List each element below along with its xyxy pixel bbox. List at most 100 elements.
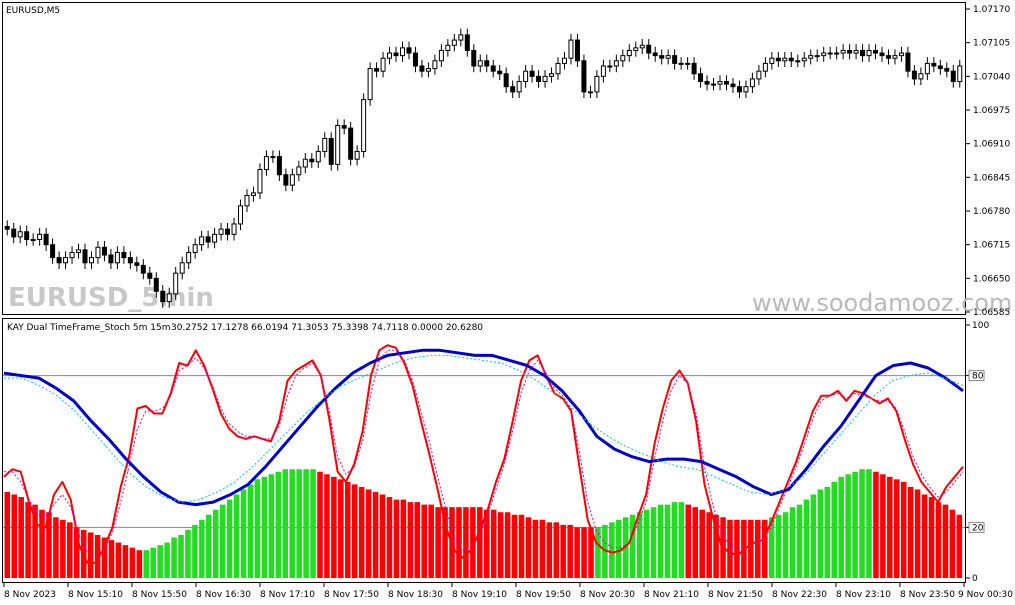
time-tick-label: 8 Nov 16:30 (196, 590, 251, 600)
histogram-bar (935, 502, 942, 578)
histogram-bar (240, 489, 247, 578)
candle-body (24, 231, 30, 240)
candle-body (11, 228, 17, 238)
stoch-line-4 (4, 349, 964, 559)
indicator-tick-label: 100 (972, 321, 989, 331)
histogram-bar (810, 494, 817, 578)
candle-body (717, 81, 723, 85)
candle-body (341, 125, 347, 129)
histogram-bar (372, 491, 379, 578)
candle-body (691, 62, 697, 75)
candle-body (464, 34, 470, 51)
histogram-bar (206, 514, 212, 578)
candle-body (620, 55, 626, 62)
histogram-bar (94, 534, 101, 578)
histogram-bar (129, 547, 136, 578)
candle-body (568, 39, 574, 59)
histogram-bar (907, 486, 914, 578)
candle-body (82, 249, 88, 264)
indicator-tick-label: 0 (972, 574, 978, 584)
candle-body (756, 70, 762, 80)
histogram-bar (880, 474, 886, 578)
chart-watermark: EURUSD_5min (8, 283, 214, 313)
candle-body (250, 192, 256, 196)
candle-body (814, 55, 820, 58)
candle-body (646, 44, 652, 54)
candle-body (140, 264, 146, 274)
histogram-bar (497, 512, 504, 578)
histogram-bar (768, 517, 775, 578)
candle-body (834, 52, 840, 55)
histogram-bar (428, 504, 434, 578)
candle-body (69, 251, 75, 259)
histogram-bar (108, 540, 115, 578)
candle-body (225, 228, 231, 235)
histogram-bar (706, 512, 712, 578)
candle-body (276, 156, 282, 176)
candle-body (885, 55, 891, 59)
candle-body (179, 262, 185, 274)
candle-body (788, 57, 794, 62)
candle-body (587, 91, 593, 94)
histogram-bar (150, 547, 156, 578)
price-y-axis: 1.07170 1.07105 1.07040 1.06975 1.06910 1.068… (966, 5, 1010, 318)
time-tick-label: 8 Nov 21:10 (644, 590, 699, 600)
histogram-bar (171, 537, 177, 578)
candle-body (458, 34, 464, 41)
candle-body (400, 47, 406, 57)
histogram-bar (39, 509, 45, 578)
histogram-bar (817, 489, 824, 578)
candle-body (503, 73, 509, 88)
candle-body (581, 60, 587, 93)
candle-body (898, 52, 904, 57)
candle-body (782, 57, 788, 62)
histogram-bar (761, 519, 768, 578)
time-tick-label: 8 Nov 18:30 (388, 590, 443, 600)
histogram-bar (185, 529, 191, 578)
indicator-tick-label: 20 (972, 523, 984, 533)
candle-body (76, 249, 82, 253)
candle-body (205, 236, 211, 243)
candle-body (607, 65, 613, 68)
candle-body (160, 290, 166, 303)
candle-body (866, 49, 872, 57)
histogram-bar (539, 519, 546, 578)
histogram-bar (657, 504, 664, 578)
histogram-bar (87, 532, 94, 578)
candle-body (121, 251, 127, 259)
candle-body (600, 65, 606, 77)
histogram-bar (393, 499, 400, 578)
histogram-bar (567, 524, 573, 578)
candle-body (516, 81, 522, 93)
candle-body (88, 257, 94, 264)
candle-body (186, 251, 192, 264)
histogram-bar (490, 509, 497, 578)
histogram-bar (46, 512, 52, 578)
histogram-bar (365, 489, 372, 578)
histogram-bar (435, 507, 441, 578)
candle-body (212, 233, 218, 243)
histogram-bar (463, 507, 469, 578)
histogram-bar (796, 504, 803, 578)
histogram-bar (275, 471, 282, 578)
candle-body (561, 57, 567, 64)
price-tick-label: 1.07105 (973, 39, 1010, 49)
candle-body (542, 75, 548, 83)
price-tick-label: 1.06585 (973, 308, 1010, 318)
histogram-bar (900, 481, 907, 578)
candle-body (296, 166, 302, 176)
histogram-bar (852, 471, 858, 578)
candle-body (231, 223, 237, 235)
candle-body (387, 52, 393, 59)
price-tick-label: 1.06715 (973, 241, 1010, 251)
candle-body (931, 62, 937, 67)
time-tick-label: 8 Nov 15:50 (132, 590, 187, 600)
price-panel-frame (2, 2, 966, 315)
histogram-bar (122, 545, 129, 578)
histogram-bar (324, 474, 330, 578)
candle-body (840, 49, 846, 54)
candle-body (853, 49, 859, 54)
histogram-bar (379, 494, 386, 578)
candle-body (445, 44, 451, 51)
